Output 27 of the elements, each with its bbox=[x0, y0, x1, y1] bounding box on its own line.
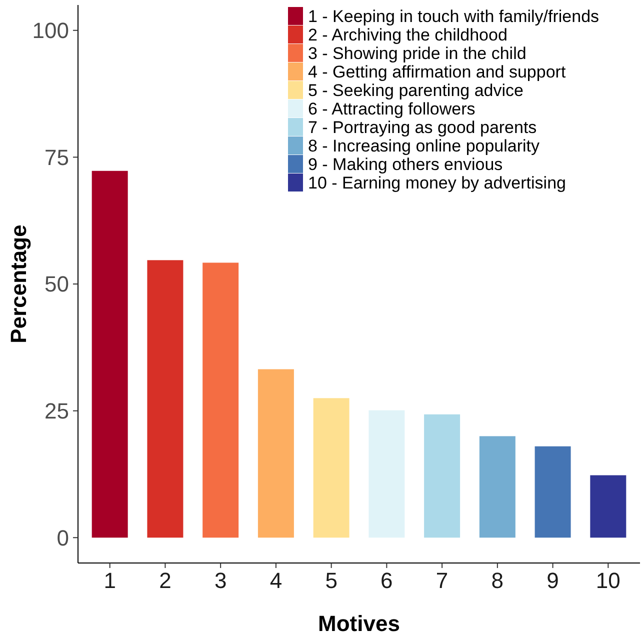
y-tick-label: 0 bbox=[56, 525, 69, 550]
x-tick-label: 3 bbox=[214, 568, 227, 593]
legend-label: 6 - Attracting followers bbox=[308, 99, 476, 118]
x-tick-label: 9 bbox=[546, 568, 559, 593]
x-tick-label: 6 bbox=[380, 568, 393, 593]
legend-label: 1 - Keeping in touch with family/friends bbox=[308, 6, 600, 26]
x-tick-label: 4 bbox=[270, 568, 282, 593]
x-tick-label: 1 bbox=[104, 568, 116, 593]
y-tick-label: 75 bbox=[44, 144, 69, 170]
legend-label: 10 - Earning money by advertising bbox=[308, 173, 566, 192]
legend-label: 4 - Getting affirmation and support bbox=[308, 62, 566, 82]
y-axis-title: Percentage bbox=[6, 224, 31, 344]
legend-label: 3 - Showing pride in the child bbox=[308, 44, 526, 63]
x-tick-label: 7 bbox=[436, 568, 448, 593]
x-axis-title: Motives bbox=[318, 611, 400, 636]
x-tick-label: 10 bbox=[596, 568, 620, 593]
y-tick-label: 100 bbox=[32, 18, 69, 44]
x-tick-label: 5 bbox=[325, 568, 338, 593]
y-tick-label: 50 bbox=[44, 272, 69, 297]
y-tick-label: 25 bbox=[44, 398, 69, 424]
x-tick-label: 8 bbox=[491, 568, 504, 593]
legend-label: 2 - Archiving the childhood bbox=[308, 25, 508, 44]
legend-label: 7 - Portraying as good parents bbox=[308, 118, 537, 137]
legend-label: 5 - Seeking parenting advice bbox=[308, 80, 524, 100]
legend-label: 9 - Making others envious bbox=[308, 154, 503, 174]
legend-label: 8 - Increasing online popularity bbox=[308, 136, 540, 156]
x-tick-label: 2 bbox=[159, 568, 172, 593]
